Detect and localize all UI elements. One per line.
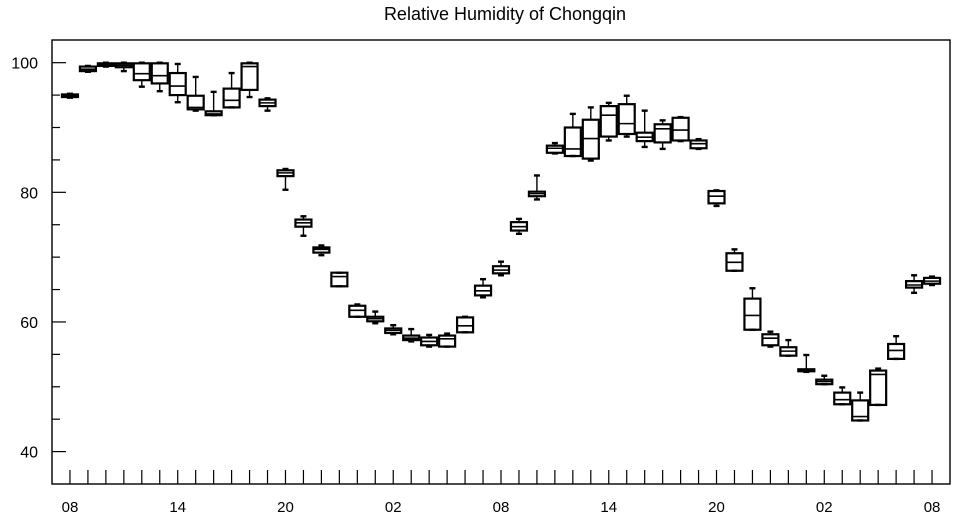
box-iqr (186, 94, 205, 111)
box-2 (96, 61, 115, 68)
box-18 (384, 323, 403, 336)
box-4 (132, 61, 151, 88)
box-iqr (653, 123, 672, 144)
box-iqr (545, 144, 564, 154)
box-iqr (240, 62, 259, 92)
box-19 (402, 327, 421, 343)
box-series (60, 61, 942, 422)
box-21 (438, 332, 457, 348)
box-29 (581, 106, 600, 162)
x-tick-label: 14 (600, 499, 617, 516)
box-17 (366, 310, 385, 325)
box-26 (527, 174, 547, 201)
x-tick-label: 08 (62, 499, 79, 516)
box-32 (635, 109, 654, 149)
box-1 (78, 64, 98, 73)
y-tick-label: 40 (20, 445, 38, 462)
box-30 (599, 101, 618, 142)
box-10 (240, 61, 259, 99)
box-iqr (851, 399, 870, 422)
box-46 (887, 335, 906, 361)
box-37 (725, 248, 744, 272)
box-34 (671, 115, 690, 143)
box-41 (797, 353, 816, 374)
box-5 (150, 61, 169, 93)
x-tick-label: 02 (816, 499, 833, 516)
box-iqr (438, 334, 457, 348)
box-43 (833, 386, 852, 406)
box-7 (186, 75, 205, 112)
box-45 (869, 367, 888, 407)
box-39 (761, 330, 780, 348)
box-iqr (833, 391, 852, 406)
box-iqr (869, 369, 888, 407)
x-tick-label: 20 (277, 499, 294, 516)
box-8 (204, 90, 223, 117)
box-iqr (599, 105, 618, 138)
box-23 (473, 277, 493, 299)
box-16 (348, 303, 367, 318)
box-iqr (168, 71, 187, 97)
box-13 (294, 215, 313, 237)
x-tick-label: 02 (385, 499, 402, 516)
box-38 (743, 287, 762, 331)
x-tick-label: 08 (493, 499, 510, 516)
box-47 (904, 274, 924, 294)
box-iqr (761, 333, 780, 347)
box-iqr (707, 189, 726, 205)
box-iqr (222, 87, 241, 109)
box-28 (563, 112, 582, 158)
box-iqr (671, 116, 690, 142)
box-6 (168, 62, 187, 104)
box-iqr (330, 271, 349, 288)
x-tick-label: 20 (708, 499, 725, 516)
box-36 (707, 189, 726, 208)
box-3 (114, 61, 133, 73)
box-24 (491, 260, 511, 277)
y-tick-label: 100 (11, 56, 38, 73)
y-axis: 40 60 80 100 (11, 56, 66, 462)
box-25 (509, 217, 529, 236)
box-14 (312, 244, 331, 257)
box-33 (653, 119, 672, 151)
y-tick-label: 80 (20, 185, 38, 202)
box-iqr (563, 126, 582, 158)
x-tick-label: 14 (169, 499, 186, 516)
box-35 (689, 137, 708, 151)
box-iqr (617, 103, 636, 136)
box-iqr (150, 62, 169, 85)
box-40 (779, 338, 798, 357)
box-11 (258, 97, 277, 112)
box-42 (815, 374, 834, 386)
box-9 (222, 71, 241, 109)
chart-title: Relative Humidity of Chongqin (383, 4, 627, 24)
box-0 (60, 92, 80, 99)
box-31 (617, 94, 636, 138)
box-iqr (348, 304, 367, 318)
y-tick-label: 60 (20, 315, 38, 332)
box-iqr (743, 297, 762, 331)
box-15 (330, 271, 349, 288)
box-20 (420, 333, 439, 348)
x-axis: 08 14 20 02 08 14 20 02 08 (62, 470, 941, 516)
box-12 (276, 167, 295, 191)
box-48 (922, 275, 942, 287)
box-iqr (132, 62, 151, 82)
box-iqr (455, 316, 475, 334)
box-iqr (887, 342, 906, 361)
box-27 (545, 141, 564, 155)
x-tick-label: 08 (924, 499, 941, 516)
box-22 (455, 315, 475, 334)
box-44 (851, 391, 870, 422)
